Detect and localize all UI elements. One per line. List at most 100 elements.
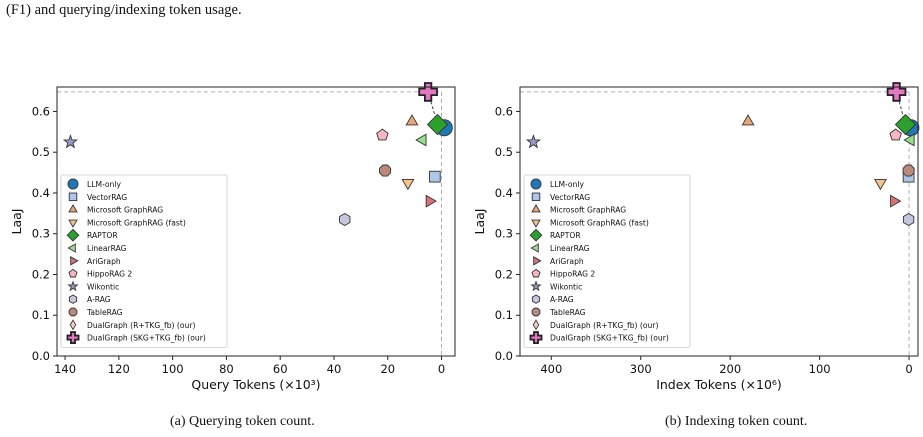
legend-marker-hipporag-2 (68, 268, 78, 278)
legend-label-wikontic: Wikontic (550, 282, 582, 291)
legend-label-vectorrag: VectorRAG (87, 193, 127, 202)
legend-marker-arigraph (70, 256, 79, 266)
y-tick-label: 0.0 (32, 349, 50, 363)
legend-label-llm-only: LLM-only (87, 180, 121, 189)
legend-marker-dualgraph-r-tkg-fb-our (532, 319, 540, 331)
point-raptor (426, 113, 449, 136)
legend-marker-a-rag (68, 294, 78, 304)
y-tick-label: 0.1 (495, 308, 513, 322)
point-arigraph (890, 194, 902, 208)
legend-marker-dualgraph-skg-tkg-fb-our (66, 331, 80, 345)
point-hipporag-2 (889, 128, 902, 141)
legend-marker-a-rag (531, 294, 541, 304)
legend-label-dualgraph-skg-tkg-fb-our: DualGraph (SKG+TKG_fb) (our) (550, 334, 669, 343)
legend-marker-microsoft-graphrag (531, 204, 541, 213)
legend-marker-arigraph (533, 256, 542, 266)
legend-label-dualgraph-r-tkg-fb-our: DualGraph (R+TKG_fb) (our) (550, 321, 658, 330)
x-tick-label: 20 (380, 362, 395, 376)
point-tablerag (902, 164, 915, 177)
legend-marker-raptor (529, 228, 543, 242)
x-tick-label: 100 (809, 362, 831, 376)
x-axis-label: Index Tokens (×10⁶) (656, 377, 782, 392)
legend-marker-microsoft-graphrag-fast (531, 219, 541, 228)
legend-marker-linearrag (530, 243, 539, 253)
x-tick-label: 300 (630, 362, 652, 376)
legend-marker-llm-only (530, 178, 542, 190)
legend-label-vectorrag: VectorRAG (550, 193, 590, 202)
x-tick-label: 140 (54, 362, 76, 376)
y-tick-label: 0.6 (32, 104, 50, 118)
y-tick-label: 0.5 (495, 145, 513, 159)
y-tick-label: 0.3 (495, 227, 513, 241)
x-tick-label: 80 (219, 362, 234, 376)
legend-label-wikontic: Wikontic (87, 282, 119, 291)
legend-box (523, 174, 691, 348)
x-tick-label: 120 (108, 362, 130, 376)
legend-label-raptor: RAPTOR (550, 231, 581, 240)
y-tick-label: 0.6 (495, 104, 513, 118)
y-tick-label: 0.4 (495, 186, 513, 200)
legend-marker-microsoft-graphrag (68, 204, 78, 213)
point-microsoft-graphrag-fast (873, 179, 887, 191)
legend-label-microsoft-graphrag-fast: Microsoft GraphRAG (fast) (550, 218, 649, 227)
legend-label-a-rag: A-RAG (550, 295, 574, 304)
point-raptor (894, 113, 917, 136)
legend-label-linearrag: LinearRAG (550, 244, 590, 253)
legend-marker-raptor (66, 228, 80, 242)
x-tick-label: 40 (327, 362, 342, 376)
legend-marker-vectorrag (68, 192, 78, 202)
y-axis-label: LaaJ (9, 209, 24, 235)
legend-marker-tablerag (531, 307, 541, 317)
chart-query-tokens: 140 120 100 80 60 40 20 0 0.0 0.1 0.2 0.3 0.4 0.5 0.6 Q… (9, 82, 456, 392)
legend-marker-linearrag (67, 243, 76, 253)
point-wikontic (62, 134, 78, 149)
y-tick-label: 0.1 (32, 308, 50, 322)
x-tick-label: 0 (905, 362, 912, 376)
y-tick-label: 0.2 (32, 267, 50, 281)
point-linearrag (415, 133, 427, 147)
point-microsoft-graphrag-fast (401, 179, 415, 191)
legend-marker-hipporag-2 (531, 268, 541, 278)
legend-label-microsoft-graphrag: Microsoft GraphRAG (87, 206, 163, 215)
legend-marker-tablerag (68, 307, 78, 317)
legend-label-a-rag: A-RAG (87, 295, 111, 304)
caption-query-tokens: (a) Querying token count. (170, 414, 315, 429)
legend-marker-dualgraph-r-tkg-fb-our (69, 319, 77, 331)
point-microsoft-graphrag (741, 114, 755, 126)
legend-label-microsoft-graphrag-fast: Microsoft GraphRAG (fast) (87, 218, 186, 227)
point-dualgraph-skg-tkg-fb-our (418, 82, 438, 102)
point-vectorrag (428, 170, 441, 183)
legend-label-llm-only: LLM-only (550, 180, 584, 189)
legend-label-arigraph: AriGraph (87, 257, 121, 266)
x-tick-label: 400 (540, 362, 562, 376)
legend-label-dualgraph-skg-tkg-fb-our: DualGraph (SKG+TKG_fb) (our) (87, 334, 206, 343)
intro-text: (F1) and querying/indexing token usage. (6, 2, 242, 18)
x-tick-label: 100 (162, 362, 184, 376)
legend-marker-wikontic (530, 280, 542, 292)
point-microsoft-graphrag (405, 114, 419, 126)
y-tick-label: 0.3 (32, 227, 50, 241)
x-tick-label: 200 (719, 362, 741, 376)
legend-marker-dualgraph-skg-tkg-fb-our (529, 331, 543, 345)
point-hipporag-2 (376, 128, 389, 141)
y-axis-label: LaaJ (472, 209, 487, 235)
y-tick-label: 0.0 (495, 349, 513, 363)
point-a-rag (902, 212, 915, 226)
legend-marker-llm-only (67, 178, 79, 190)
point-wikontic (525, 134, 541, 149)
legend-label-raptor: RAPTOR (87, 231, 118, 240)
legend-label-arigraph: AriGraph (550, 257, 584, 266)
plot-frame (56, 86, 456, 357)
caption-index-tokens: (b) Indexing token count. (665, 414, 808, 429)
point-a-rag (339, 212, 351, 226)
x-axis-label: Query Tokens (×10³) (191, 377, 320, 392)
legend-label-dualgraph-r-tkg-fb-our: DualGraph (R+TKG_fb) (our) (87, 321, 195, 330)
point-tablerag (379, 164, 392, 177)
point-linearrag (903, 133, 915, 147)
legend-label-hipporag-2: HippoRAG 2 (550, 270, 595, 279)
y-tick-label: 0.4 (32, 186, 50, 200)
y-tick-label: 0.2 (495, 267, 513, 281)
y-tick-label: 0.5 (32, 145, 50, 159)
x-tick-label: 0 (438, 362, 445, 376)
